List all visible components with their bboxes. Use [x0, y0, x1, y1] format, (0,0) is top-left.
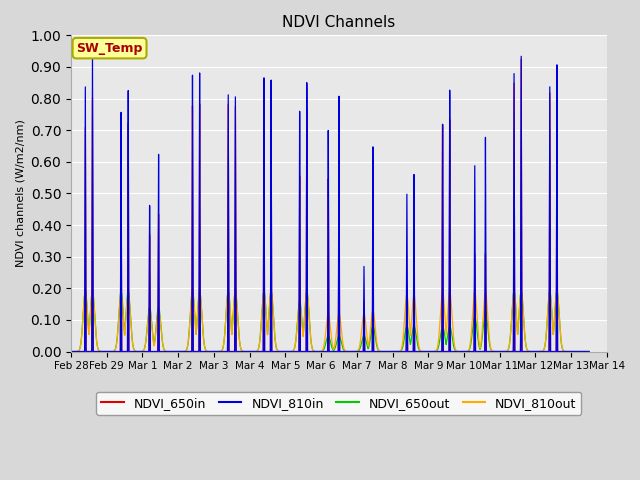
Legend: NDVI_650in, NDVI_810in, NDVI_650out, NDVI_810out: NDVI_650in, NDVI_810in, NDVI_650out, NDV…	[97, 392, 582, 415]
NDVI_650out	[161, 348, 169, 354]
NDVI_810in	[454, 348, 461, 354]
NDVI_650out	[404, 326, 412, 332]
Line: NDVI_810in: NDVI_810in	[71, 55, 589, 351]
Y-axis label: NDVI channels (W/m2/nm): NDVI channels (W/m2/nm)	[15, 120, 25, 267]
NDVI_810in	[378, 348, 386, 354]
NDVI_650in	[161, 348, 169, 354]
NDVI_650in	[585, 348, 593, 354]
NDVI_650out	[265, 311, 273, 316]
NDVI_810out	[404, 298, 412, 304]
Line: NDVI_810out: NDVI_810out	[71, 291, 589, 351]
NDVI_650out	[378, 348, 385, 354]
NDVI_650out	[510, 288, 518, 294]
NDVI_650in	[67, 348, 75, 354]
NDVI_650in	[404, 348, 412, 354]
NDVI_810in	[585, 348, 593, 354]
NDVI_810in	[493, 348, 501, 354]
NDVI_650in	[517, 57, 525, 62]
NDVI_650out	[67, 348, 75, 354]
NDVI_810out	[265, 311, 273, 316]
NDVI_810out	[378, 348, 385, 354]
Line: NDVI_650in: NDVI_650in	[71, 60, 589, 351]
NDVI_810in	[265, 348, 273, 354]
NDVI_810out	[67, 348, 75, 354]
NDVI_810out	[454, 348, 461, 354]
NDVI_810in	[67, 348, 75, 354]
NDVI_650in	[454, 348, 461, 354]
NDVI_650in	[378, 348, 385, 354]
NDVI_810out	[585, 348, 593, 354]
NDVI_650out	[454, 348, 461, 354]
NDVI_650out	[585, 348, 593, 354]
NDVI_810out	[510, 288, 518, 294]
NDVI_810out	[161, 348, 169, 354]
NDVI_810in	[404, 348, 412, 354]
NDVI_650in	[493, 348, 500, 354]
NDVI_650in	[265, 348, 273, 354]
NDVI_810in	[161, 348, 169, 354]
NDVI_810in	[88, 52, 96, 58]
Text: SW_Temp: SW_Temp	[76, 42, 143, 55]
Title: NDVI Channels: NDVI Channels	[282, 15, 396, 30]
Line: NDVI_650out: NDVI_650out	[71, 291, 589, 351]
NDVI_810out	[493, 348, 500, 354]
NDVI_650out	[493, 348, 500, 354]
